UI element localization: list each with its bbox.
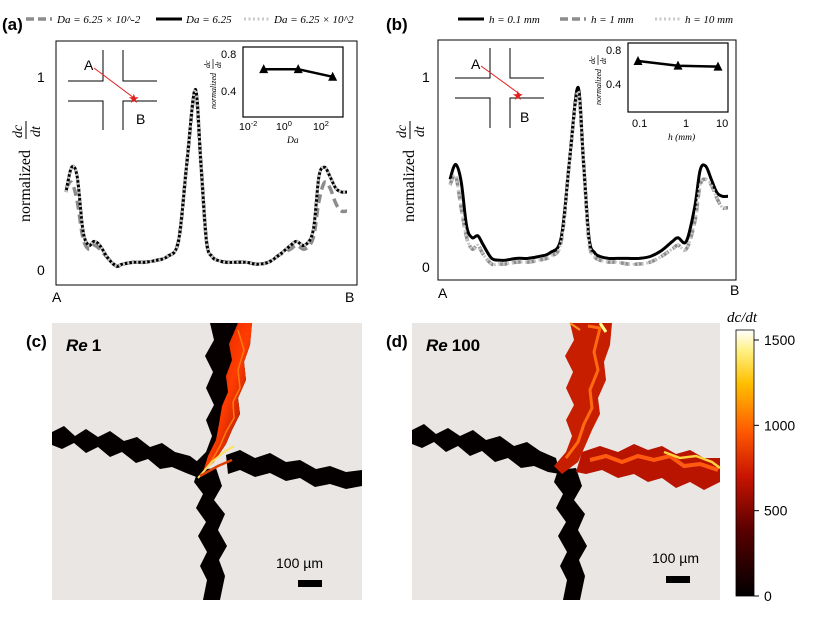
scale-bar-d	[666, 576, 690, 583]
colorbar-ticks: 1500 1000 500 0	[754, 332, 795, 604]
inset-plot-b	[633, 56, 723, 71]
y-tick-1-b: 1	[422, 69, 430, 85]
y-axis-label-a: normalized dc dt	[11, 121, 44, 222]
colorbar	[735, 329, 755, 597]
inset-b-marker-3	[713, 61, 723, 71]
y-tick-0-a: 0	[37, 262, 45, 278]
y-label-den-a: dt	[29, 125, 44, 137]
y-label-den-b: dt	[413, 125, 428, 137]
main-curves-b	[448, 85, 729, 267]
schematic-label-a-point-b: B	[136, 111, 145, 127]
colorbar-tick-label-4: 0	[764, 588, 772, 604]
inset-a: 0.8 0.4 10-2 100 102 Da normalized dc dt	[203, 46, 344, 146]
inset-a-marker-2	[293, 64, 303, 74]
curve-b-series-1	[448, 85, 729, 262]
inset-a-marker-1	[259, 64, 269, 74]
legend-a-item-3: Da = 6.25 × 10^2	[273, 14, 354, 26]
inset-plot-a	[259, 64, 338, 81]
panel-d-label: (d)	[386, 332, 408, 351]
scale-bar-label-c: 100 µm	[276, 555, 323, 571]
y-label-prefix-b: normalized	[401, 150, 418, 222]
inset-frame-b	[627, 42, 729, 113]
simulation-c-channels	[52, 323, 362, 600]
inset-b-marker-1	[633, 56, 643, 66]
scale-bar-label-d: 100 µm	[652, 550, 699, 566]
plot-frame-b	[437, 39, 737, 281]
reynolds-label-c: Re 1	[66, 336, 101, 355]
colorbar-title: dc/dt	[727, 310, 758, 326]
x-label-end-a: B	[345, 289, 354, 305]
schematic-label-b-point-a: A	[471, 56, 481, 72]
svg-text:dt: dt	[599, 57, 608, 64]
legend-a-item-2: Da = 6.25	[185, 14, 232, 26]
y-tick-0-b: 0	[422, 259, 430, 275]
transect-line-a	[93, 67, 135, 99]
colorbar-tick-label-2: 1000	[764, 417, 795, 433]
schematic-label-a-point-a: A	[84, 57, 94, 73]
inset-xtick-3-b: 10	[716, 118, 728, 130]
panel-a-label: (a)	[2, 15, 23, 34]
colorbar-tick-label-1: 1500	[764, 332, 795, 348]
inset-xtick-1-a: 10-2	[239, 119, 257, 133]
inset-a-marker-3	[328, 71, 338, 81]
scale-bar-c	[298, 580, 322, 587]
x-label-end-b: B	[730, 282, 739, 298]
svg-text:dt: dt	[214, 61, 223, 68]
star-marker-b: ★	[512, 88, 524, 103]
legend-b-item-3: h = 10 mm	[685, 14, 733, 26]
reynolds-value-c: 1	[92, 336, 101, 355]
legend-b: h = 0.1 mm h = 1 mm h = 10 mm	[458, 14, 733, 26]
inset-ytick-08-a: 0.8	[221, 49, 236, 61]
x-label-start-b: A	[438, 285, 448, 301]
inset-ylabel-a: normalized dc dt	[203, 59, 223, 109]
svg-text:normalized: normalized	[209, 72, 218, 109]
legend-b-item-2: h = 1 mm	[591, 14, 634, 26]
y-label-num-b: dc	[395, 124, 410, 138]
inset-ylabel-b: normalized dc dt	[588, 55, 608, 105]
inset-xtick-2-a: 100	[276, 119, 292, 133]
reynolds-symbol-c: Re	[66, 336, 88, 355]
inset-b: 0.8 0.4 0.1 1 10 h (mm) normalized dc dt	[588, 42, 729, 143]
inset-xtick-1-b: 0.1	[632, 118, 647, 130]
inset-ytick-04-a: 0.4	[221, 86, 236, 98]
main-curves-a	[64, 87, 348, 269]
legend-b-item-1: h = 0.1 mm	[489, 14, 540, 26]
inset-xtick-3-a: 102	[313, 119, 329, 133]
channel-schematic-a	[68, 50, 157, 130]
y-axis-label-b: normalized dc dt	[395, 121, 428, 222]
legend-a: Da = 6.25 × 10^-2 Da = 6.25 Da = 6.25 × …	[26, 14, 354, 26]
schematic-label-b-point-b: B	[520, 109, 529, 125]
y-label-num-a: dc	[11, 124, 26, 138]
reynolds-label-d: Re 100	[426, 336, 480, 355]
y-label-prefix-a: normalized	[17, 150, 34, 222]
inset-ytick-08-b: 0.8	[606, 45, 621, 57]
star-marker-a: ★	[128, 91, 140, 106]
inset-ytick-04-b: 0.4	[606, 79, 621, 91]
svg-text:dc: dc	[588, 56, 597, 64]
inset-xtick-2-b: 1	[683, 118, 689, 130]
x-label-start-a: A	[52, 289, 62, 305]
panel-b-label: (b)	[386, 15, 408, 34]
legend-a-item-1: Da = 6.25 × 10^-2	[56, 14, 141, 26]
colorbar-tick-label-3: 500	[764, 503, 788, 519]
channel-schematic-b	[455, 48, 544, 128]
curve-b-series-2	[448, 89, 729, 267]
svg-text:dc: dc	[203, 60, 212, 68]
panel-c-label: (c)	[26, 332, 47, 351]
reynolds-value-d: 100	[452, 336, 480, 355]
transect-line-b	[480, 65, 522, 96]
reynolds-symbol-d: Re	[426, 336, 448, 355]
curve-a-series-3	[64, 88, 348, 268]
inset-xlabel-a: Da	[286, 136, 299, 146]
y-tick-1-a: 1	[37, 69, 45, 85]
inset-b-marker-2	[673, 60, 683, 70]
plot-frame-a	[55, 40, 358, 286]
inset-frame-a	[242, 46, 344, 118]
simulation-d-channels	[412, 322, 721, 600]
inset-xlabel-b: h (mm)	[668, 132, 695, 143]
svg-text:normalized: normalized	[594, 68, 603, 105]
